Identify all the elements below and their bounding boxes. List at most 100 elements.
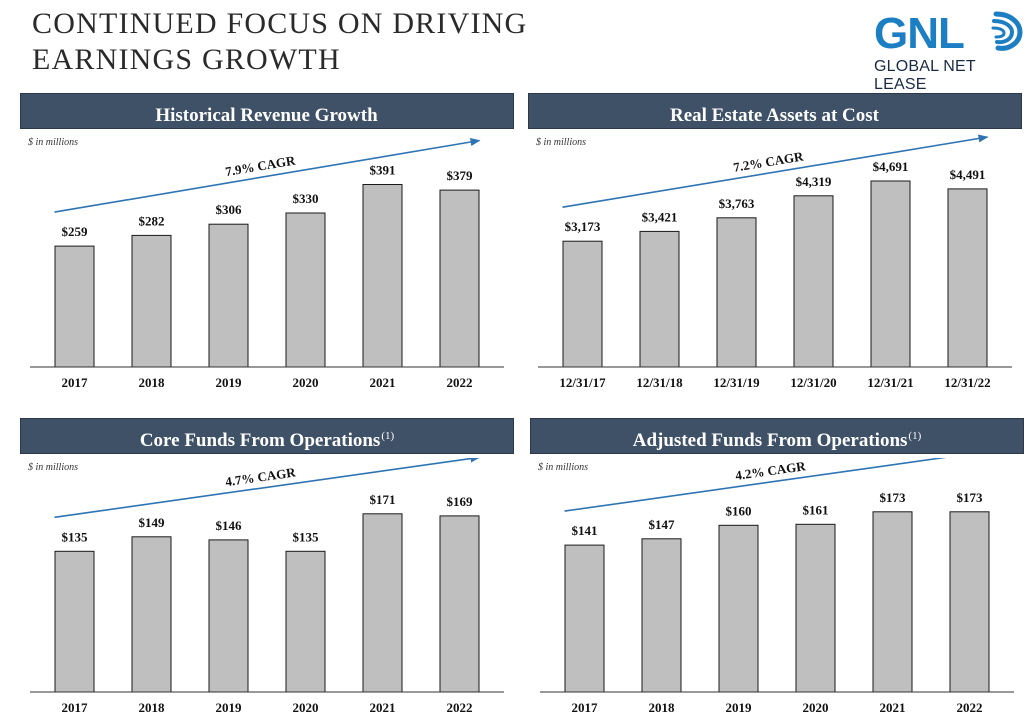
panel-title: Core Funds From Operations (139, 430, 381, 451)
data-label: $4,691 (873, 159, 909, 174)
panel-header: Adjusted Funds From Operations(1) (530, 418, 1024, 454)
x-tick-label: 2021 (370, 700, 396, 715)
bar-2022 (439, 515, 480, 693)
data-label: $3,421 (642, 209, 678, 224)
data-label: $306 (216, 202, 243, 217)
bar-2021 (362, 184, 403, 368)
panel-footnote: (1) (381, 430, 395, 442)
data-label: $3,173 (565, 219, 601, 234)
cagr-label: 7.2% CAGR (732, 148, 805, 174)
data-label: $146 (216, 518, 243, 533)
units-label: $ in millions (536, 137, 587, 148)
bar-2022 (439, 189, 480, 368)
cagr-trend-arrow (564, 458, 947, 512)
data-label: $135 (62, 529, 89, 544)
data-label: $391 (370, 163, 396, 178)
panel-title: Real Estate Assets at Cost (670, 105, 879, 126)
affo-panel: Adjusted Funds From Operations(1) $ in m… (530, 418, 1024, 728)
panel-header: Real Estate Assets at Cost (528, 93, 1022, 129)
x-tick-label: 2019 (216, 375, 243, 390)
x-tick-label: 12/31/20 (790, 375, 836, 390)
bar-2018 (131, 234, 172, 368)
cagr-label: 7.9% CAGR (224, 152, 297, 179)
bar-12-31-22 (947, 188, 988, 368)
swirl-logo-icon (991, 11, 1023, 51)
units-label: $ in millions (28, 137, 79, 148)
x-tick-label: 2020 (803, 700, 829, 715)
cagr-label: 4.2% CAGR (734, 458, 807, 483)
page-title-line-1: CONTINUED FOCUS ON DRIVING (32, 7, 528, 40)
units-label: $ in millions (538, 462, 589, 473)
x-tick-label: 2022 (447, 375, 473, 390)
x-tick-label: 2021 (880, 700, 906, 715)
x-tick-label: 2022 (957, 700, 983, 715)
cagr-trend-arrow (54, 458, 481, 519)
logo-mark: GNL (874, 9, 965, 58)
cagr-trend-arrow (54, 138, 481, 213)
x-tick-label: 12/31/21 (867, 375, 913, 390)
panel-header: Historical Revenue Growth (20, 93, 514, 129)
data-label: $259 (62, 224, 89, 239)
bar-2017 (54, 550, 95, 693)
x-tick-label: 2021 (370, 375, 396, 390)
data-label: $141 (572, 523, 598, 538)
data-label: $149 (139, 515, 166, 530)
data-label: $161 (803, 502, 829, 517)
core-ffo-panel: Core Funds From Operations(1) $ in milli… (20, 418, 514, 728)
bar-2020 (795, 523, 836, 693)
x-tick-label: 2018 (649, 700, 676, 715)
bar-2018 (131, 536, 172, 693)
x-tick-label: 2018 (139, 375, 166, 390)
bar-2017 (54, 245, 95, 368)
x-tick-label: 12/31/18 (636, 375, 683, 390)
page-title-line-2: EARNINGS GROWTH (32, 43, 341, 76)
bar-12-31-21 (870, 180, 911, 368)
x-tick-label: 12/31/22 (944, 375, 990, 390)
data-label: $173 (957, 490, 984, 505)
panel-title: Adjusted Funds From Operations (632, 430, 908, 451)
x-tick-label: 12/31/17 (559, 375, 606, 390)
logo-company-name: GLOBAL NET LEASE (874, 58, 976, 93)
x-tick-label: 2017 (572, 700, 599, 715)
page-title: CONTINUED FOCUS ON DRIVING EARNINGS GROW… (32, 6, 652, 78)
data-label: $379 (447, 168, 474, 183)
data-label: $160 (726, 503, 752, 518)
panel-title: Historical Revenue Growth (155, 105, 378, 126)
data-label: $330 (293, 191, 319, 206)
data-label: $169 (447, 494, 474, 509)
core-ffo-chart: $135 2017 $149 2018 $146 2019 $135 2020 $171 2021… (30, 458, 504, 715)
bar-2020 (285, 212, 326, 368)
bar-12-31-17 (562, 240, 603, 368)
bar-12-31-18 (639, 230, 680, 368)
bar-2021 (872, 511, 913, 693)
real-estate-assets-chart: $3,173 12/31/17 $3,421 12/31/18 $3,763 12/31/… (538, 134, 1012, 390)
bar-12-31-19 (716, 217, 757, 368)
data-label: $173 (880, 490, 907, 505)
bar-2021 (362, 513, 403, 693)
bar-2020 (285, 550, 326, 693)
x-tick-label: 2022 (447, 700, 473, 715)
panel-footnote: (1) (908, 430, 922, 442)
x-tick-label: 2017 (62, 700, 89, 715)
cagr-trend-arrow (562, 134, 989, 208)
panel-header: Core Funds From Operations(1) (20, 418, 514, 454)
data-label: $171 (370, 492, 396, 507)
revenue-panel: Historical Revenue Growth $ in millions … (20, 93, 514, 403)
data-label: $3,763 (719, 196, 755, 211)
bar-2017 (564, 544, 605, 693)
x-tick-label: 2019 (216, 700, 243, 715)
x-tick-label: 2017 (62, 375, 89, 390)
bar-2018 (641, 538, 682, 693)
real-estate-assets-panel: Real Estate Assets at Cost $ in millions… (528, 93, 1022, 403)
bar-12-31-20 (793, 195, 834, 368)
x-tick-label: 2019 (726, 700, 753, 715)
data-label: $4,319 (796, 174, 832, 189)
x-tick-label: 2018 (139, 700, 166, 715)
x-tick-label: 2020 (293, 375, 319, 390)
cagr-label: 4.7% CAGR (224, 464, 297, 489)
x-tick-label: 2020 (293, 700, 319, 715)
bar-2019 (208, 539, 249, 693)
company-logo: GNL GLOBAL NET LEASE (868, 4, 1028, 93)
data-label: $4,491 (950, 167, 986, 182)
affo-chart: $141 2017 $147 2018 $160 2019 $161 2020 $173 2021… (540, 458, 1014, 715)
